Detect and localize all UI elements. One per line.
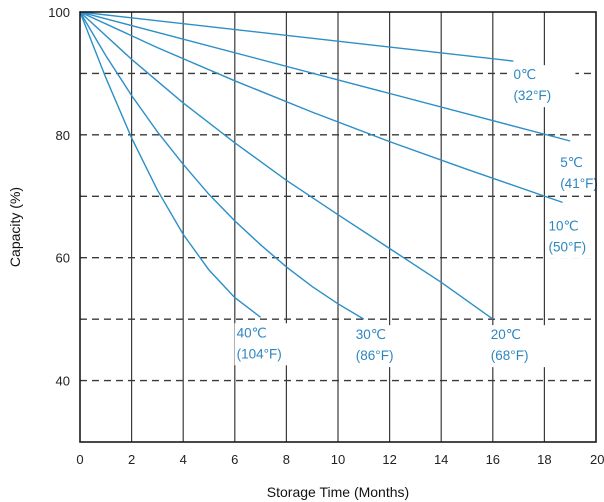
x-axis-title: Storage Time (Months) — [267, 484, 409, 500]
y-tick-label: 80 — [56, 128, 70, 143]
series-label: (32°F) — [513, 88, 551, 103]
tick-labels: 0 2 4 6 8 10 12 14 16 18 20 40 60 80 100 — [48, 5, 604, 467]
x-tick-label: 8 — [283, 452, 290, 467]
grid — [80, 12, 596, 442]
series-line — [79, 11, 262, 318]
x-tick-label: 18 — [537, 452, 551, 467]
series-label: 30℃ — [356, 327, 386, 342]
label-background — [546, 216, 604, 259]
x-tick-label: 12 — [382, 452, 396, 467]
x-tick-label: 16 — [486, 452, 500, 467]
x-tick-label: 14 — [434, 452, 448, 467]
label-background — [353, 325, 418, 368]
label-background — [488, 325, 553, 368]
x-tick-label: 2 — [128, 452, 135, 467]
x-tick-label: 4 — [180, 452, 187, 467]
series-line — [79, 11, 563, 204]
series-label: (68°F) — [491, 348, 529, 363]
y-axis-title: Capacity (%) — [7, 187, 23, 267]
series-line — [79, 11, 571, 142]
series-label: (104°F) — [237, 346, 282, 361]
y-tick-label: 40 — [56, 374, 70, 389]
series-label: (86°F) — [356, 348, 394, 363]
series-label: 20℃ — [491, 327, 521, 342]
series-line — [79, 11, 514, 62]
y-tick-label: 100 — [48, 5, 70, 20]
x-tick-label: 0 — [76, 452, 83, 467]
plot-frame — [79, 11, 597, 443]
series-line — [79, 11, 365, 320]
label-background — [511, 65, 576, 108]
y-tick-label: 60 — [56, 251, 70, 266]
series-lines — [79, 11, 571, 320]
series-line — [79, 11, 494, 320]
series-label: 10℃ — [548, 218, 578, 233]
series-label: (41°F) — [560, 176, 598, 191]
series-label: (50°F) — [548, 239, 586, 254]
series-label: 0℃ — [513, 67, 536, 82]
series-labels: 0℃ (32°F) 5℃ (41°F) 10℃ (50°F) 20℃ (68°F) 30℃ (86… — [234, 65, 604, 368]
x-tick-label: 20 — [590, 452, 604, 467]
x-tick-label: 10 — [331, 452, 345, 467]
x-tick-label: 6 — [231, 452, 238, 467]
label-background — [234, 323, 299, 366]
series-label: 40℃ — [237, 325, 267, 340]
series-label: 5℃ — [560, 155, 583, 170]
